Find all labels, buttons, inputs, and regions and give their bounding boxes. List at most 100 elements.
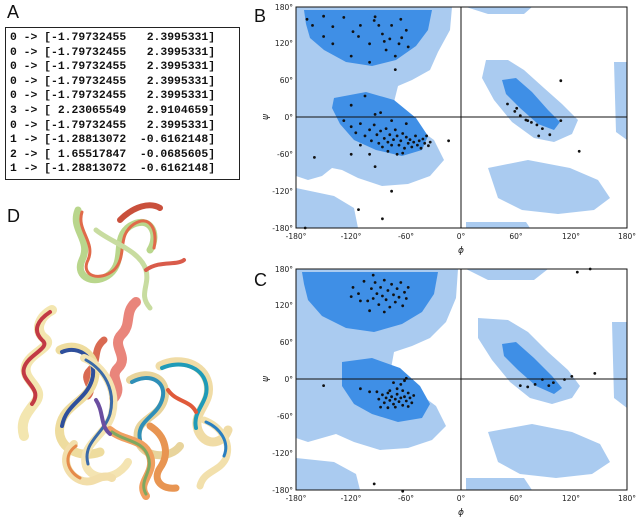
data-point: [349, 152, 353, 156]
data-point: [419, 146, 423, 150]
data-point: [395, 134, 399, 138]
data-point: [388, 133, 392, 137]
plot-area: [295, 267, 628, 493]
y-tick-label: -180°: [272, 224, 293, 233]
data-point: [373, 113, 377, 116]
data-point: [388, 37, 392, 41]
data-point: [535, 123, 539, 127]
data-point: [425, 134, 428, 138]
data-point: [403, 146, 406, 150]
x-tick-labels: -180° -120° -60° 0° 60° 120° 180°: [286, 232, 637, 241]
data-point: [401, 489, 405, 493]
data-point: [359, 143, 362, 147]
data-point: [401, 151, 405, 155]
data-point: [305, 17, 309, 21]
x-tick-label: -180°: [286, 494, 307, 503]
data-point: [371, 297, 375, 300]
data-point: [541, 378, 544, 381]
data-point: [547, 384, 551, 387]
data-point: [370, 139, 373, 143]
y-axis-label: ψ: [262, 375, 271, 382]
x-tick-label: 0°: [457, 232, 466, 241]
data-point: [366, 299, 370, 303]
data-point: [406, 286, 410, 289]
data-point: [354, 131, 358, 135]
x-tick-label: 120°: [562, 232, 580, 241]
data-point: [404, 399, 408, 403]
data-point: [399, 281, 403, 284]
data-point: [382, 278, 386, 282]
data-point: [406, 405, 410, 408]
cluster-assignment-box: 0 -> [-1.79732455 2.3995331] 0 -> [-1.79…: [5, 27, 240, 180]
data-point: [368, 42, 371, 46]
plot-area: [295, 6, 628, 230]
data-point: [351, 286, 355, 289]
data-point: [533, 383, 537, 386]
data-point: [375, 292, 379, 295]
data-point: [559, 119, 563, 122]
data-point: [322, 14, 325, 18]
data-point: [382, 310, 386, 314]
data-point: [577, 149, 581, 153]
data-point: [375, 133, 379, 137]
data-point: [526, 385, 530, 389]
data-point: [392, 293, 395, 297]
data-point: [392, 138, 395, 142]
y-tick-label: -120°: [272, 449, 293, 458]
data-point: [427, 144, 430, 148]
x-axis-label: ϕ: [458, 508, 464, 518]
x-tick-label: 120°: [562, 494, 580, 503]
data-point: [397, 42, 401, 46]
data-point: [363, 134, 367, 138]
data-point: [414, 134, 417, 138]
data-point: [541, 127, 544, 130]
data-point: [559, 79, 563, 83]
data-point: [349, 125, 353, 129]
x-tick-label: -120°: [341, 494, 362, 503]
data-point: [390, 143, 393, 147]
data-point: [410, 401, 414, 405]
data-point: [303, 226, 307, 230]
data-point: [357, 35, 360, 38]
data-point: [423, 141, 427, 145]
data-point: [392, 402, 395, 406]
data-point: [399, 139, 403, 143]
data-point: [342, 16, 346, 19]
data-point: [368, 128, 371, 132]
data-point: [530, 121, 533, 124]
data-point: [372, 123, 376, 127]
data-point: [404, 376, 408, 380]
data-point: [392, 381, 395, 384]
y-axis-label: ψ: [262, 113, 271, 120]
data-point: [379, 286, 382, 289]
data-point: [570, 375, 574, 378]
data-point: [395, 387, 399, 391]
data-point: [342, 119, 346, 122]
cluster-line: 3 -> [ 2.23065549 2.9104659]: [10, 104, 216, 117]
data-point: [372, 482, 376, 486]
data-point: [416, 143, 419, 147]
data-point: [381, 145, 384, 149]
data-point: [401, 304, 405, 308]
data-point: [428, 140, 432, 144]
data-point: [322, 35, 325, 38]
data-point: [371, 273, 375, 277]
data-point: [408, 138, 412, 142]
data-point: [393, 300, 397, 304]
data-point: [404, 28, 408, 32]
data-point: [386, 391, 390, 395]
cluster-line: 0 -> [-1.79732455 2.3995331]: [10, 119, 216, 132]
data-point: [381, 32, 384, 36]
data-point: [401, 389, 405, 392]
data-point: [399, 396, 403, 400]
x-tick-label: 60°: [509, 232, 523, 241]
data-point: [506, 102, 509, 106]
data-point: [373, 281, 377, 284]
data-point: [386, 406, 390, 410]
data-point: [377, 141, 381, 145]
data-point: [395, 287, 399, 290]
data-point: [421, 137, 425, 141]
data-point: [575, 270, 579, 274]
data-point: [390, 395, 393, 399]
data-point: [513, 110, 517, 113]
